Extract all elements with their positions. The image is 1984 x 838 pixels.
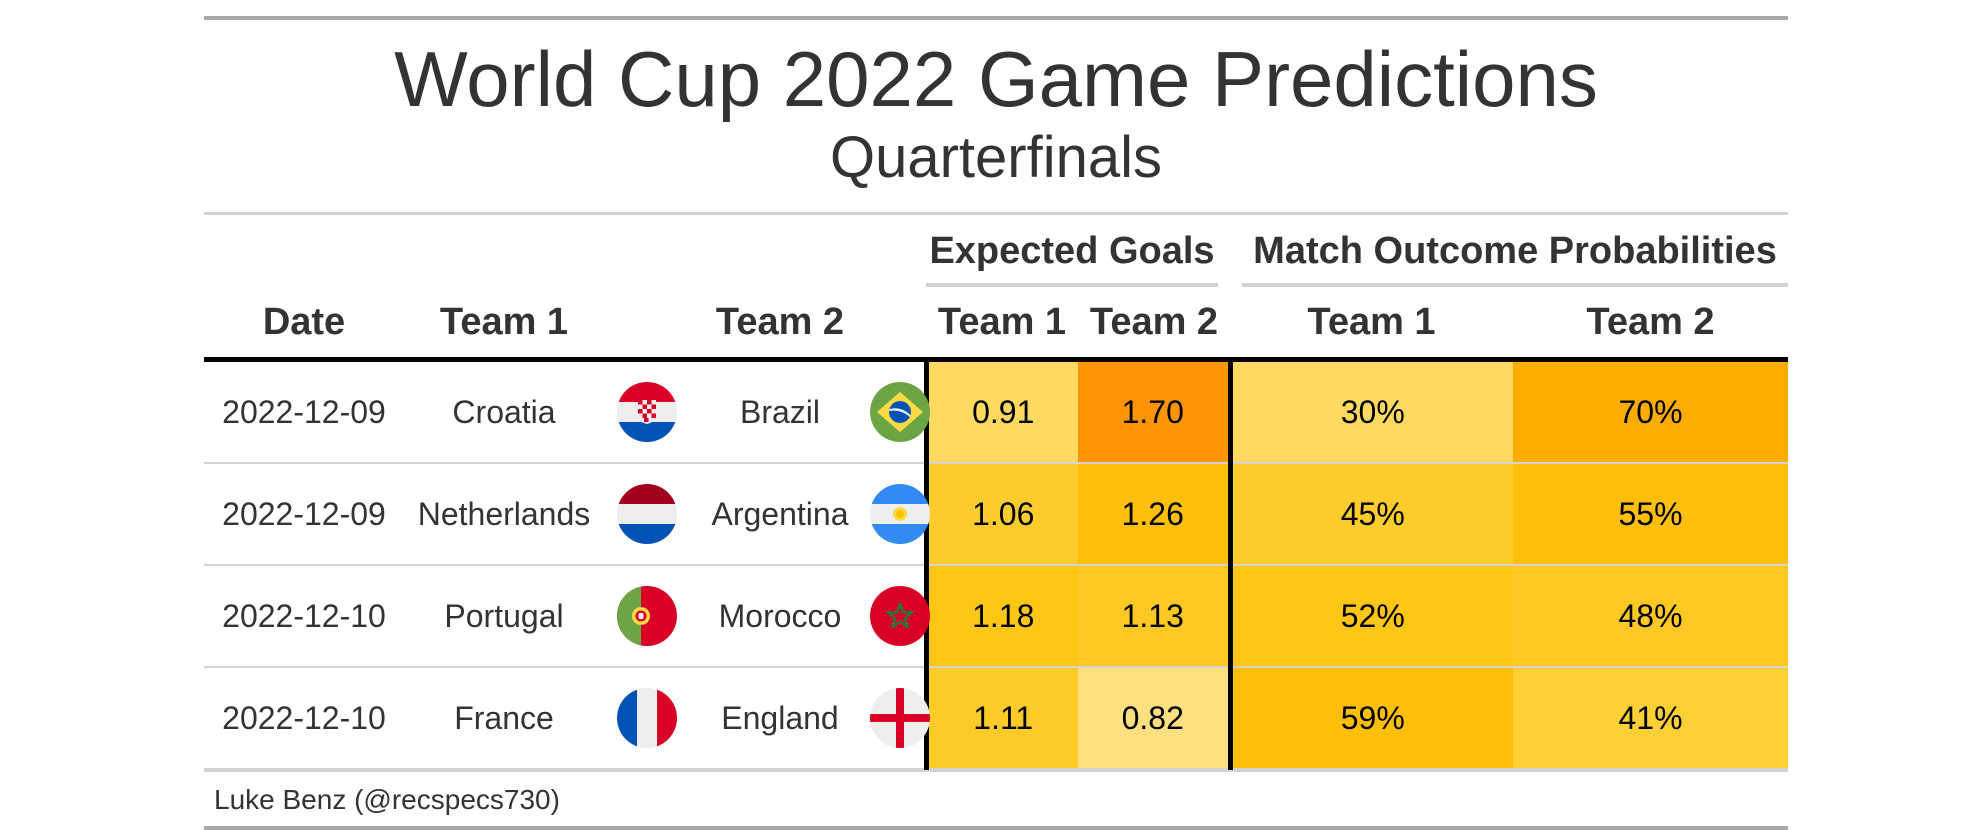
- spanner-outcome-probabilities: Match Outcome Probabilities: [1230, 215, 1788, 287]
- team2-flag-cell: [870, 463, 930, 566]
- team1-cell: France: [404, 667, 604, 770]
- spanner-expected-goals-label: Expected Goals: [926, 230, 1218, 287]
- team1-flag-cell: [604, 359, 690, 464]
- prob-team2-cell: 48%: [1513, 565, 1788, 668]
- team2-cell: Brazil: [690, 359, 870, 464]
- title-divider: [204, 212, 1788, 215]
- team1-flag-cell: [604, 463, 690, 566]
- france-flag-icon: [617, 688, 677, 748]
- team2-flag-cell: [870, 565, 930, 668]
- croatia-flag-icon: [617, 382, 677, 442]
- date-cell: 2022-12-10: [204, 565, 404, 668]
- table-subtitle: Quarterfinals: [829, 125, 1163, 190]
- prob-team2-cell: 55%: [1513, 463, 1788, 566]
- table-row: 2022-12-09 Netherlands: [204, 463, 1788, 566]
- xg-team2-cell: 1.26: [1078, 463, 1230, 566]
- xg-team2-cell: 0.82: [1078, 667, 1230, 770]
- prob-team1-cell: 52%: [1227, 565, 1513, 668]
- brazil-flag-icon: [870, 382, 930, 442]
- team1-cell: Netherlands: [404, 463, 604, 566]
- column-header-prob-team1: Team 1: [1230, 287, 1513, 362]
- prob-team1-cell: 30%: [1227, 359, 1513, 464]
- column-header-team2-flag: [870, 287, 926, 362]
- column-header-team1-flag: [604, 287, 690, 362]
- netherlands-flag-icon: [617, 484, 677, 544]
- xg-team2-cell: 1.13: [1078, 565, 1230, 668]
- xg-team1-cell: 0.91: [923, 359, 1078, 464]
- team1-flag-cell: [604, 667, 690, 770]
- xg-team1-cell: 1.18: [923, 565, 1078, 668]
- morocco-flag-icon: [870, 586, 930, 646]
- team1-cell: Portugal: [404, 565, 604, 668]
- team1-flag-cell: [604, 565, 690, 668]
- column-header-team1: Team 1: [404, 287, 604, 362]
- table-row: 2022-12-10 France Engl: [204, 667, 1788, 770]
- team1-cell: Croatia: [404, 359, 604, 464]
- spanner-expected-goals: Expected Goals: [926, 215, 1230, 287]
- table-row: 2022-12-10 Portugal: [204, 565, 1788, 668]
- table-row: 2022-12-09 Croatia: [204, 359, 1788, 464]
- date-cell: 2022-12-10: [204, 667, 404, 770]
- prob-team2-cell: 70%: [1513, 359, 1788, 464]
- portugal-flag-icon: [617, 586, 677, 646]
- column-header-date: Date: [204, 287, 404, 362]
- team2-flag-cell: [870, 667, 930, 770]
- table-title: World Cup 2022 Game Predictions: [394, 35, 1598, 123]
- spanner-empty: [204, 215, 926, 287]
- column-header-team2: Team 2: [690, 287, 870, 362]
- team2-cell: Argentina: [690, 463, 870, 566]
- xg-team1-cell: 1.06: [923, 463, 1078, 566]
- xg-team2-cell: 1.70: [1078, 359, 1230, 464]
- spanner-outcome-probabilities-label: Match Outcome Probabilities: [1242, 230, 1788, 287]
- source-note: Luke Benz (@recspecs730): [204, 770, 1788, 830]
- predictions-grid: Expected Goals Match Outcome Probabiliti…: [204, 215, 1788, 770]
- prob-team1-cell: 59%: [1227, 667, 1513, 770]
- column-header-prob-team2: Team 2: [1513, 287, 1788, 362]
- top-rule: [204, 16, 1788, 20]
- england-flag-icon: [870, 688, 930, 748]
- predictions-table: World Cup 2022 Game Predictions Quarterf…: [204, 16, 1788, 830]
- xg-team1-cell: 1.11: [923, 667, 1078, 770]
- prob-team1-cell: 45%: [1227, 463, 1513, 566]
- date-cell: 2022-12-09: [204, 463, 404, 566]
- team2-cell: Morocco: [690, 565, 870, 668]
- column-header-xg-team1: Team 1: [926, 287, 1078, 362]
- date-cell: 2022-12-09: [204, 359, 404, 464]
- column-header-xg-team2: Team 2: [1078, 287, 1230, 362]
- argentina-flag-icon: [870, 484, 930, 544]
- team2-flag-cell: [870, 359, 930, 464]
- team2-cell: England: [690, 667, 870, 770]
- prob-team2-cell: 41%: [1513, 667, 1788, 770]
